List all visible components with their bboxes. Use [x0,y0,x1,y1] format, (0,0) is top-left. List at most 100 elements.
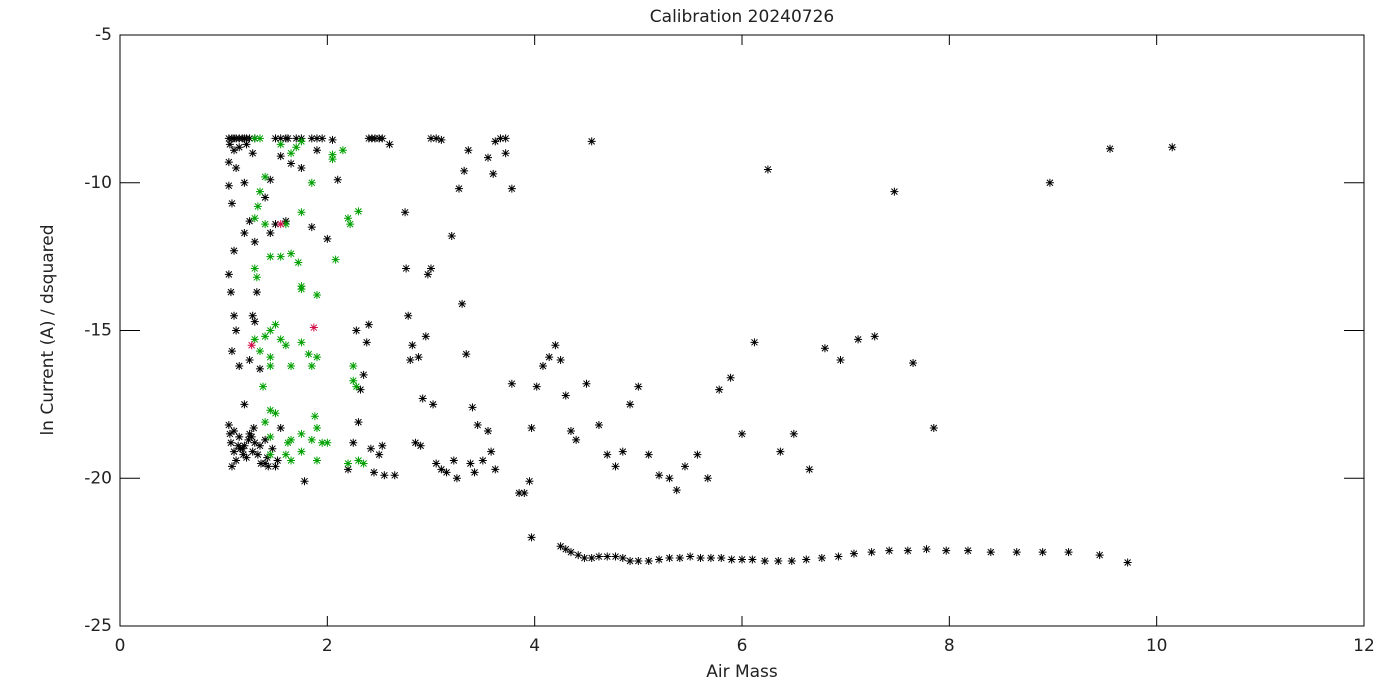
data-point [359,459,368,468]
data-point [352,326,361,335]
data-point [354,456,363,465]
data-point [235,143,244,152]
data-point [281,220,290,229]
data-point [378,134,387,143]
data-point [245,134,254,143]
data-point [318,134,327,143]
data-point [268,444,277,453]
data-point [817,554,826,563]
data-point [232,456,241,465]
data-point [333,175,342,184]
data-point [703,474,712,483]
data-point [226,438,235,447]
data-point [665,554,674,563]
data-point [1095,551,1104,560]
data-point [227,199,236,208]
data-point [1123,558,1132,567]
data-point [271,320,280,329]
data-point [566,426,575,435]
data-point [328,150,337,159]
data-point [885,546,894,555]
y-tick-label: -20 [84,468,112,488]
data-point [468,403,477,412]
data-point [261,220,270,229]
plot-frame [119,34,1365,627]
data-point [250,438,259,447]
data-point [312,134,321,143]
data-point [266,450,275,459]
data-point [328,135,337,144]
data-point [235,361,244,370]
y-tick-label: -10 [84,173,112,193]
data-point [318,438,327,447]
data-point [271,134,280,143]
data-point [416,441,425,450]
data-point [307,361,316,370]
data-point [344,214,353,223]
data-point [787,556,796,565]
data-point [538,361,547,370]
data-point [478,456,487,465]
data-point [309,323,318,332]
data-point [240,441,249,450]
x-tick-label: 6 [737,636,748,656]
data-point [706,554,715,563]
data-point [307,435,316,444]
data-point [437,465,446,474]
data-point [230,246,239,255]
data-point [574,551,583,560]
data-point [429,400,438,409]
data-point [696,554,705,563]
data-point [454,184,463,193]
data-point [611,462,620,471]
data-point [776,447,785,456]
data-point [411,438,420,447]
data-point [281,450,290,459]
x-tick-label: 2 [322,636,333,656]
data-point [452,474,461,483]
data-point [245,217,254,226]
data-point [473,421,482,430]
data-point [349,361,358,370]
data-point [404,311,413,320]
data-point [580,554,589,563]
data-point [484,426,493,435]
data-point [527,533,536,542]
data-point [460,166,469,175]
data-point [423,270,432,279]
data-point [271,220,280,229]
data-point [366,444,375,453]
data-point [922,545,931,554]
data-point [408,341,417,350]
data-point [470,468,479,477]
data-point [250,335,259,344]
data-point [763,165,772,174]
x-tick-label: 10 [1146,636,1168,656]
data-point [249,424,258,433]
data-point [346,220,355,229]
data-point [230,311,239,320]
data-point [437,135,446,144]
data-point [834,552,843,561]
data-point [870,332,879,341]
data-point [556,542,565,551]
data-point [271,462,280,471]
data-point [239,450,248,459]
data-point [385,140,394,149]
data-point [487,447,496,456]
data-point [561,391,570,400]
data-point [242,453,251,462]
data-point [225,429,234,438]
data-point [942,546,951,555]
data-point [693,450,702,459]
data-point [240,228,249,237]
data-point [261,459,270,468]
data-point [545,353,554,362]
data-point [507,184,516,193]
data-point [556,356,565,365]
data-point [484,153,493,162]
data-point [255,364,264,373]
data-point [680,462,689,471]
data-point [369,468,378,477]
data-point [276,335,285,344]
